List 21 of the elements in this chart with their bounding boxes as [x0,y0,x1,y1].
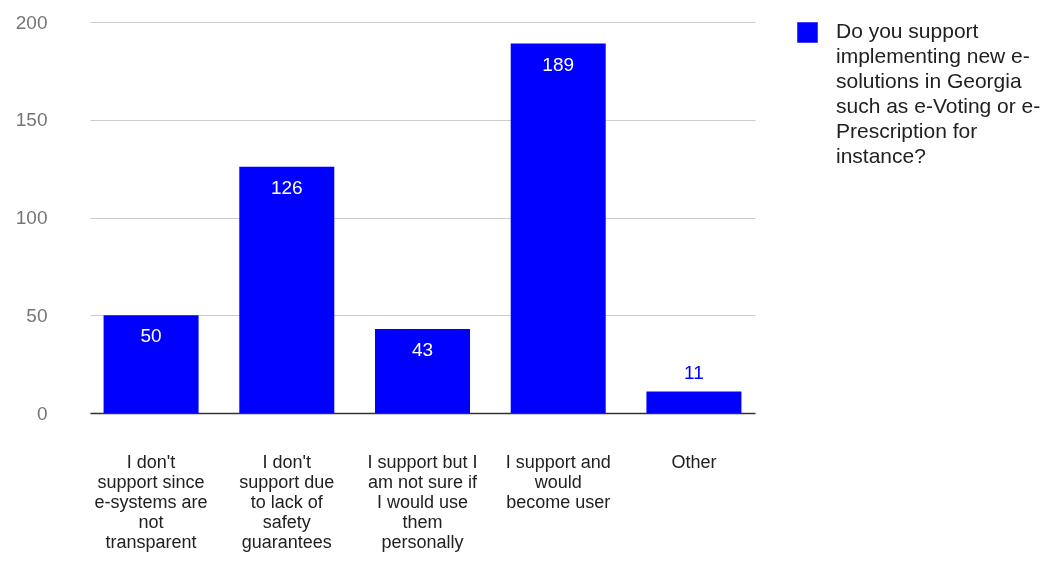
data-label: 126 [270,176,303,198]
x-tick-label: Other [671,451,717,472]
data-label: 43 [411,338,434,360]
x-tick-label: I don't support since e-systems are not transparent [94,451,208,552]
data-label: 11 [684,362,704,384]
x-tick-label: I don't support due to lack of safety guarantees [239,451,335,552]
data-label: 189 [542,53,575,75]
y-tick-label: 50 [26,304,48,326]
bar [510,43,606,413]
x-tick-label: I support but I am not sure if I would use them personally [367,451,479,552]
y-tick-label: 100 [15,207,48,228]
bar [375,328,470,413]
y-tick-label: 200 [15,11,48,33]
bar [103,315,199,413]
x-tick-label: I support and would become user [505,451,611,512]
legend-label: Do you support implementing new e-solutions in Georgia such as e-Voting or e-Prescription for instance? [836,18,1041,167]
bar [646,391,742,413]
y-tick-label: 150 [15,109,48,131]
data-label: 50 [140,325,162,347]
y-tick-label: 0 [36,402,48,424]
bar [239,166,335,413]
